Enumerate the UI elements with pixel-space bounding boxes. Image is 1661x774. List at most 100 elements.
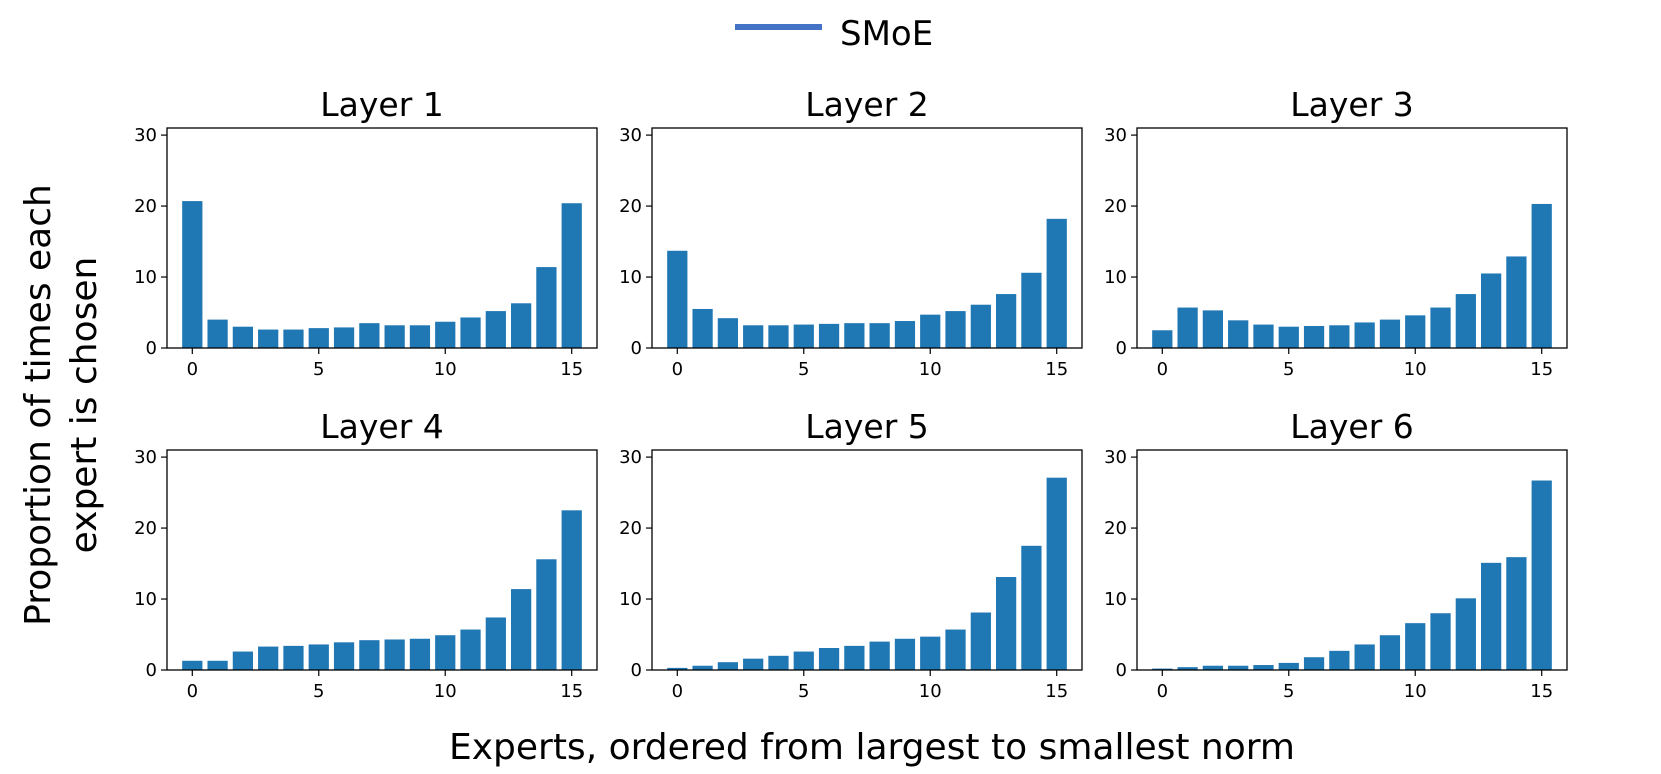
bar-expert-4 — [1253, 324, 1274, 348]
bar-expert-9 — [894, 638, 916, 670]
bar-expert-9 — [894, 321, 916, 348]
legend: SMoE — [735, 14, 933, 54]
y-axis-label: Proportion of times each expert is chose… — [18, 184, 105, 626]
bar-expert-7 — [359, 323, 380, 348]
y-tick-label: 20 — [619, 196, 642, 217]
bar-expert-6 — [818, 648, 840, 670]
bar-expert-6 — [818, 323, 840, 348]
x-tick-label: 15 — [1530, 681, 1553, 702]
bar-expert-12 — [485, 311, 506, 348]
y-tick-label: 20 — [1104, 518, 1127, 539]
x-tick-label: 10 — [1404, 359, 1427, 380]
bar-expert-2 — [717, 662, 738, 670]
bar-expert-8 — [384, 325, 405, 348]
bar-expert-0 — [1152, 668, 1173, 670]
bar-expert-14 — [1021, 545, 1042, 670]
bar-expert-6 — [333, 327, 355, 348]
bar-expert-12 — [1455, 294, 1476, 348]
bar-expert-8 — [384, 639, 405, 670]
bar-expert-5 — [793, 651, 814, 670]
bar-expert-1 — [207, 319, 228, 348]
bar-expert-0 — [182, 660, 203, 670]
plot-frame — [1136, 127, 1568, 349]
y-tick-label: 0 — [146, 338, 157, 359]
bar-expert-3 — [258, 646, 279, 670]
y-tick-label: 30 — [134, 447, 157, 468]
bar-expert-8 — [869, 641, 890, 670]
bar-expert-10 — [1405, 623, 1426, 670]
x-tick-label: 0 — [1157, 359, 1168, 380]
bar-expert-6 — [1303, 326, 1325, 348]
plot-frame — [166, 449, 598, 671]
y-axis-label-line-2: expert is chosen — [64, 257, 105, 554]
bar-expert-15 — [1531, 203, 1552, 348]
x-tick-label: 10 — [434, 359, 457, 380]
bar-expert-10 — [920, 636, 941, 670]
bar-expert-5 — [308, 328, 329, 348]
bar-expert-15 — [1046, 477, 1067, 670]
bar-expert-12 — [970, 304, 991, 348]
bar-expert-7 — [844, 323, 865, 348]
panel-title: Layer 3 — [1290, 85, 1414, 124]
bar-expert-15 — [1046, 218, 1067, 348]
bar-expert-2 — [717, 318, 738, 348]
bar-expert-4 — [1253, 665, 1274, 670]
bar-expert-7 — [1329, 325, 1350, 348]
bar-expert-0 — [667, 250, 688, 348]
y-axis-label-line-1: Proportion of times each — [18, 184, 59, 626]
bar-expert-13 — [996, 577, 1017, 670]
plot-frame — [651, 127, 1083, 349]
legend-label: SMoE — [840, 14, 933, 54]
bar-expert-1 — [692, 308, 713, 348]
bar-expert-9 — [409, 325, 431, 348]
bar-expert-15 — [561, 510, 582, 670]
x-tick-label: 15 — [560, 681, 583, 702]
plot-frame — [1136, 449, 1568, 671]
bar-expert-13 — [511, 303, 532, 348]
bar-expert-15 — [1531, 480, 1552, 670]
x-tick-label: 10 — [919, 681, 942, 702]
bar-expert-5 — [1278, 662, 1299, 670]
y-tick-label: 10 — [1104, 589, 1127, 610]
bar-expert-12 — [1455, 598, 1476, 670]
y-tick-label: 30 — [1104, 447, 1127, 468]
bar-expert-14 — [1506, 557, 1527, 670]
bar-expert-12 — [485, 617, 506, 670]
bar-expert-8 — [1354, 644, 1375, 670]
x-tick-label: 15 — [1530, 359, 1553, 380]
bar-expert-1 — [1177, 667, 1198, 670]
panel-title: Layer 6 — [1290, 407, 1414, 446]
bar-expert-1 — [207, 660, 228, 670]
plot-frame — [166, 127, 598, 349]
y-tick-label: 0 — [146, 660, 157, 681]
y-tick-label: 0 — [631, 660, 642, 681]
panel-title: Layer 1 — [320, 85, 444, 124]
bar-expert-7 — [844, 645, 865, 670]
x-tick-label: 5 — [313, 681, 324, 702]
bar-expert-1 — [692, 665, 713, 670]
bar-expert-2 — [1202, 665, 1223, 670]
bar-expert-4 — [768, 655, 789, 670]
plot-frame — [651, 449, 1083, 671]
x-tick-label: 15 — [1045, 681, 1068, 702]
y-tick-label: 0 — [1116, 338, 1127, 359]
bar-expert-11 — [945, 311, 966, 348]
panels-grid: 0 10 20 30 0 5 10 15 Layer 1 0 10 20 30 0 5 10 15 Layer 2… — [134, 85, 1568, 702]
y-tick-label: 10 — [619, 589, 642, 610]
x-tick-label: 5 — [798, 681, 809, 702]
bar-expert-5 — [793, 324, 814, 348]
bar-expert-8 — [869, 323, 890, 348]
bar-expert-6 — [1303, 657, 1325, 670]
bar-expert-15 — [561, 203, 582, 348]
panel-layer-4: 0 10 20 30 0 5 10 15 Layer 4 — [134, 407, 598, 702]
panel-layer-6: 0 10 20 30 0 5 10 15 Layer 6 — [1104, 407, 1568, 702]
x-tick-label: 15 — [560, 359, 583, 380]
bar-expert-11 — [460, 317, 481, 348]
bar-expert-9 — [409, 638, 431, 670]
panel-title: Layer 4 — [320, 407, 444, 446]
bar-expert-13 — [511, 589, 532, 670]
bar-expert-14 — [1506, 256, 1527, 348]
bar-expert-3 — [258, 329, 279, 348]
bar-expert-2 — [1202, 310, 1223, 348]
